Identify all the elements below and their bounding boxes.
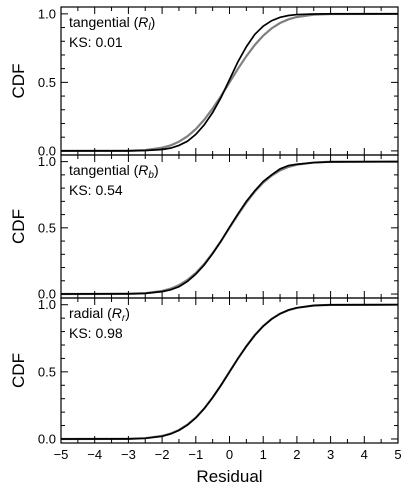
annotation-text: tangential ( xyxy=(69,14,139,30)
y-tick-label: 0.5 xyxy=(38,364,56,379)
y-axis-label: CDF xyxy=(9,64,28,99)
y-tick-label: 0.5 xyxy=(38,75,56,90)
y-tick-label: 0.0 xyxy=(38,431,56,446)
y-tick-label: 1.0 xyxy=(38,6,56,21)
empirical-cdf-line xyxy=(60,160,399,295)
panel-3: 0.0 0.5 1.0 CDF radial (Rr)KS: 0.98 −5 −4 −3 −2 −… xyxy=(9,297,402,486)
panel-annotation: tangential (Rl) xyxy=(69,14,155,33)
y-tick-label: 1.0 xyxy=(38,154,56,169)
annotation-text: radial ( xyxy=(69,305,112,321)
x-tick-label: −2 xyxy=(155,447,170,462)
reference-cdf-line xyxy=(60,12,399,152)
x-tick-label: −3 xyxy=(121,447,136,462)
empirical-cdf-line xyxy=(60,303,399,440)
panel-annotation: tangential (Rb) xyxy=(69,162,159,181)
x-tick-label: 4 xyxy=(361,447,368,462)
x-tick-label: −4 xyxy=(87,447,102,462)
x-tick-label: −5 xyxy=(54,447,69,462)
x-tick-label: 1 xyxy=(260,447,267,462)
y-tick-label: 0.0 xyxy=(38,287,56,302)
annotation-subscript: l xyxy=(148,22,151,33)
x-tick-label: 3 xyxy=(327,447,334,462)
annotation-close: ) xyxy=(125,305,130,321)
y-axis-label: CDF xyxy=(9,209,28,244)
y-tick-label: 0.5 xyxy=(38,220,56,235)
annotation-close: ) xyxy=(154,162,159,178)
x-tick-label: 0 xyxy=(226,447,233,462)
y-axis-label: CDF xyxy=(9,353,28,388)
x-axis-label: Residual xyxy=(196,467,262,486)
ks-statistic: KS: 0.01 xyxy=(69,34,123,50)
ks-statistic: KS: 0.98 xyxy=(69,325,123,341)
y-tick-label: 0.0 xyxy=(38,143,56,158)
x-tick-label: 2 xyxy=(293,447,300,462)
ks-statistic: KS: 0.54 xyxy=(69,182,123,198)
annotation-close: ) xyxy=(151,14,156,30)
annotation-subscript: r xyxy=(122,313,126,324)
panel-annotation: radial (Rr) xyxy=(69,305,130,324)
annotation-symbol: R xyxy=(138,162,148,178)
annotation-subscript: b xyxy=(148,170,154,181)
y-tick-label: 1.0 xyxy=(38,297,56,312)
x-tick-label: −1 xyxy=(188,447,203,462)
empirical-cdf-line xyxy=(61,13,398,152)
x-tick-label: 5 xyxy=(394,447,401,462)
annotation-symbol: R xyxy=(112,305,122,321)
annotation-text: tangential ( xyxy=(69,162,139,178)
annotation-symbol: R xyxy=(138,14,148,30)
